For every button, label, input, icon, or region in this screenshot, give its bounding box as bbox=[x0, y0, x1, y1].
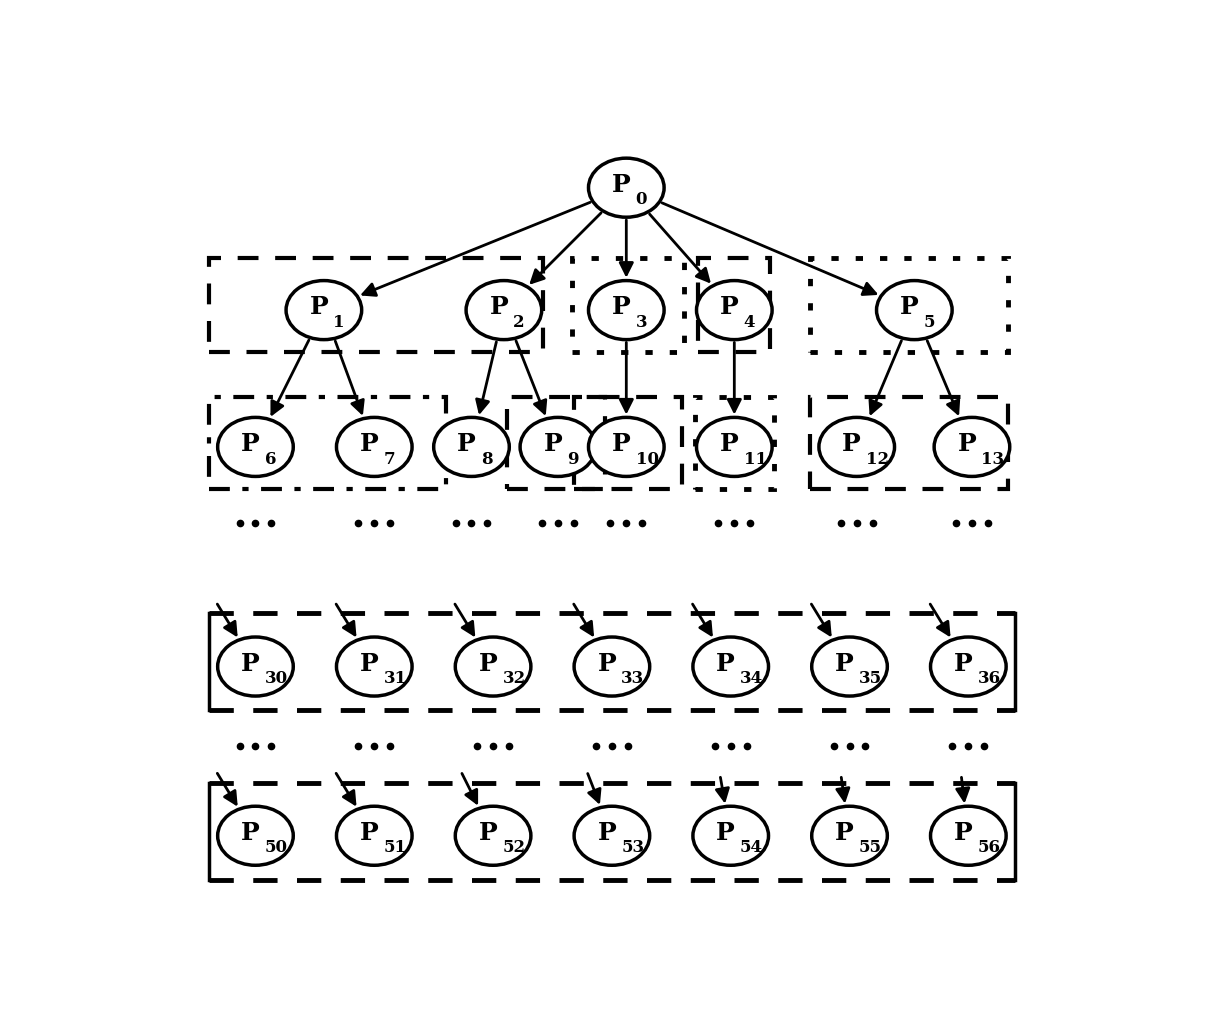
Text: P: P bbox=[716, 821, 734, 845]
Text: 36: 36 bbox=[977, 670, 1000, 687]
Text: P: P bbox=[360, 432, 378, 456]
Ellipse shape bbox=[286, 281, 361, 340]
Ellipse shape bbox=[588, 158, 664, 217]
Ellipse shape bbox=[455, 637, 530, 696]
Text: 11: 11 bbox=[744, 451, 767, 468]
Ellipse shape bbox=[434, 418, 510, 476]
Text: 34: 34 bbox=[741, 670, 763, 687]
Text: 7: 7 bbox=[384, 451, 395, 468]
Text: P: P bbox=[478, 821, 498, 845]
Ellipse shape bbox=[337, 418, 412, 476]
Text: P: P bbox=[900, 295, 918, 319]
Text: 30: 30 bbox=[265, 670, 288, 687]
Text: 9: 9 bbox=[568, 451, 579, 468]
Text: P: P bbox=[478, 651, 498, 676]
Text: P: P bbox=[598, 821, 616, 845]
Ellipse shape bbox=[693, 806, 768, 865]
Text: P: P bbox=[360, 821, 378, 845]
Ellipse shape bbox=[819, 418, 895, 476]
Text: P: P bbox=[835, 821, 854, 845]
Text: 1: 1 bbox=[333, 313, 344, 331]
Ellipse shape bbox=[521, 418, 596, 476]
Text: 10: 10 bbox=[635, 451, 658, 468]
Text: P: P bbox=[958, 432, 976, 456]
Ellipse shape bbox=[574, 806, 650, 865]
Text: P: P bbox=[612, 295, 631, 319]
Text: P: P bbox=[720, 295, 738, 319]
Ellipse shape bbox=[697, 281, 772, 340]
Text: P: P bbox=[716, 651, 734, 676]
Ellipse shape bbox=[588, 281, 664, 340]
Text: 33: 33 bbox=[621, 670, 645, 687]
Text: 32: 32 bbox=[503, 670, 525, 687]
Text: P: P bbox=[612, 173, 631, 197]
Text: 5: 5 bbox=[924, 313, 935, 331]
Ellipse shape bbox=[877, 281, 952, 340]
Text: 55: 55 bbox=[859, 840, 882, 856]
Text: P: P bbox=[489, 295, 509, 319]
Ellipse shape bbox=[934, 418, 1010, 476]
Text: P: P bbox=[457, 432, 476, 456]
Text: 31: 31 bbox=[384, 670, 407, 687]
Text: P: P bbox=[360, 651, 378, 676]
Ellipse shape bbox=[217, 637, 294, 696]
Ellipse shape bbox=[466, 281, 541, 340]
Ellipse shape bbox=[217, 418, 294, 476]
Text: P: P bbox=[720, 432, 738, 456]
Text: 51: 51 bbox=[384, 840, 407, 856]
Text: P: P bbox=[242, 651, 260, 676]
Text: 56: 56 bbox=[977, 840, 1000, 856]
Text: 50: 50 bbox=[265, 840, 288, 856]
Ellipse shape bbox=[337, 637, 412, 696]
Text: P: P bbox=[598, 651, 616, 676]
Ellipse shape bbox=[930, 806, 1006, 865]
Ellipse shape bbox=[588, 418, 664, 476]
Text: P: P bbox=[309, 295, 329, 319]
Ellipse shape bbox=[455, 806, 530, 865]
Text: 12: 12 bbox=[866, 451, 889, 468]
Text: P: P bbox=[242, 432, 260, 456]
Ellipse shape bbox=[812, 637, 888, 696]
Text: 6: 6 bbox=[265, 451, 277, 468]
Text: 35: 35 bbox=[859, 670, 882, 687]
Text: 2: 2 bbox=[513, 313, 524, 331]
Ellipse shape bbox=[217, 806, 294, 865]
Text: P: P bbox=[835, 651, 854, 676]
Text: P: P bbox=[612, 432, 631, 456]
Text: P: P bbox=[544, 432, 562, 456]
Text: 8: 8 bbox=[481, 451, 493, 468]
Text: P: P bbox=[242, 821, 260, 845]
Text: 0: 0 bbox=[635, 191, 647, 208]
Text: 54: 54 bbox=[741, 840, 763, 856]
Text: 13: 13 bbox=[981, 451, 1004, 468]
Ellipse shape bbox=[337, 806, 412, 865]
Text: 3: 3 bbox=[635, 313, 647, 331]
Text: 4: 4 bbox=[744, 313, 755, 331]
Text: P: P bbox=[954, 821, 972, 845]
Text: P: P bbox=[954, 651, 972, 676]
Text: 53: 53 bbox=[621, 840, 644, 856]
Ellipse shape bbox=[812, 806, 888, 865]
Text: P: P bbox=[842, 432, 861, 456]
Ellipse shape bbox=[693, 637, 768, 696]
Ellipse shape bbox=[574, 637, 650, 696]
Text: 52: 52 bbox=[503, 840, 525, 856]
Ellipse shape bbox=[930, 637, 1006, 696]
Ellipse shape bbox=[697, 418, 772, 476]
